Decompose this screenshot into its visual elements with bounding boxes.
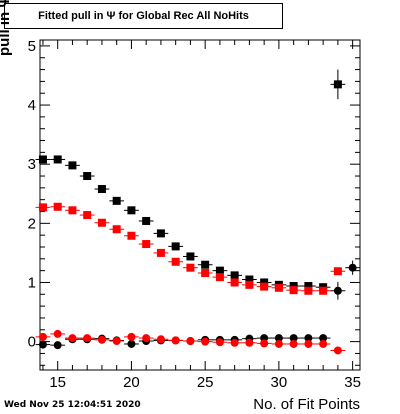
x-tick-label: 15 [49, 374, 66, 391]
data-point-square [171, 242, 180, 251]
data-point-circle [83, 334, 92, 343]
data-point-circle [142, 334, 151, 343]
data-point-square [68, 161, 77, 170]
y-tick-label: 1 [28, 274, 36, 291]
data-point-circle [53, 329, 62, 338]
x-axis-label: No. of Fit Points [253, 396, 360, 413]
data-point-square [171, 257, 180, 266]
data-point-circle [97, 335, 106, 344]
data-point-square [112, 196, 121, 205]
data-marks [35, 69, 360, 355]
data-point-square [112, 225, 121, 234]
y-tick-label: 3 [28, 156, 36, 173]
data-point-circle [230, 338, 239, 347]
y-tick-label: 4 [28, 97, 36, 114]
data-point-circle [53, 341, 62, 350]
data-point-square [230, 278, 239, 287]
data-point-square [215, 266, 224, 275]
data-point-square [186, 252, 195, 261]
data-point-circle [304, 334, 313, 343]
data-point-circle [289, 339, 298, 348]
data-point-square [260, 278, 269, 287]
data-point-square [142, 240, 151, 249]
data-point-square [260, 282, 269, 291]
data-point-square [156, 229, 165, 238]
data-point-circle [68, 334, 77, 343]
data-point-circle [319, 334, 328, 343]
data-point-square [97, 185, 106, 194]
data-point-circle [171, 336, 180, 345]
data-point-circle [201, 337, 210, 346]
data-point-square [68, 206, 77, 215]
data-point-circle [333, 286, 342, 295]
y-axis-label: pull in Ψ [0, 0, 13, 56]
data-point-square [333, 80, 342, 89]
data-point-circle [38, 340, 47, 349]
data-point-circle [274, 339, 283, 348]
data-point-square [127, 206, 136, 215]
data-point-circle [304, 339, 313, 348]
data-point-square [53, 155, 62, 164]
data-point-circle [112, 337, 121, 346]
data-point-circle [215, 338, 224, 347]
data-point-circle [127, 332, 136, 341]
data-point-circle [245, 338, 254, 347]
x-tick-label: 20 [123, 374, 140, 391]
data-point-circle [38, 332, 47, 341]
y-tick-label: 2 [28, 215, 36, 232]
data-point-circle [333, 346, 342, 355]
y-tick-label: 0 [28, 334, 36, 351]
data-point-square [83, 172, 92, 181]
series-1 [35, 202, 346, 295]
y-tick-label: 5 [28, 38, 36, 55]
data-point-square [230, 271, 239, 280]
data-point-square [127, 231, 136, 240]
data-point-circle [127, 339, 136, 348]
x-tick-label: 35 [344, 374, 361, 391]
plot-frame [39, 39, 361, 371]
data-point-square [83, 211, 92, 220]
x-axis-ticks: 15 20 25 30 35 [42, 40, 361, 391]
x-tick-label: 30 [271, 374, 288, 391]
data-point-circle [274, 334, 283, 343]
data-point-square [289, 286, 298, 295]
x-tick-label: 25 [197, 374, 214, 391]
data-point-circle [348, 263, 357, 272]
data-point-circle [156, 335, 165, 344]
data-point-square [319, 286, 328, 295]
data-point-circle [260, 339, 269, 348]
data-point-square [186, 263, 195, 272]
data-point-square [215, 273, 224, 282]
data-point-square [201, 269, 210, 278]
data-point-square [38, 203, 47, 212]
data-point-square [304, 286, 313, 295]
data-point-circle [319, 339, 328, 348]
data-point-square [289, 282, 298, 291]
chart-title: Fitted pull in Ψ for Global Rec All NoHi… [4, 3, 283, 29]
data-point-square [38, 155, 47, 164]
data-point-square [245, 275, 254, 284]
data-point-circle [289, 334, 298, 343]
series-0 [35, 69, 346, 292]
data-point-square [304, 282, 313, 291]
data-point-square [245, 280, 254, 289]
data-point-square [333, 267, 342, 276]
footer-timestamp: Wed Nov 25 12:04:51 2020 [4, 400, 141, 410]
data-point-circle [186, 337, 195, 346]
data-point-square [53, 202, 62, 211]
data-point-square [274, 283, 283, 292]
series-3 [35, 329, 346, 355]
y-axis-ticks: 0 1 2 3 4 5 [28, 38, 360, 366]
data-point-square [142, 216, 151, 225]
data-point-square [201, 260, 210, 269]
data-point-square [156, 248, 165, 257]
data-point-square [97, 218, 106, 227]
